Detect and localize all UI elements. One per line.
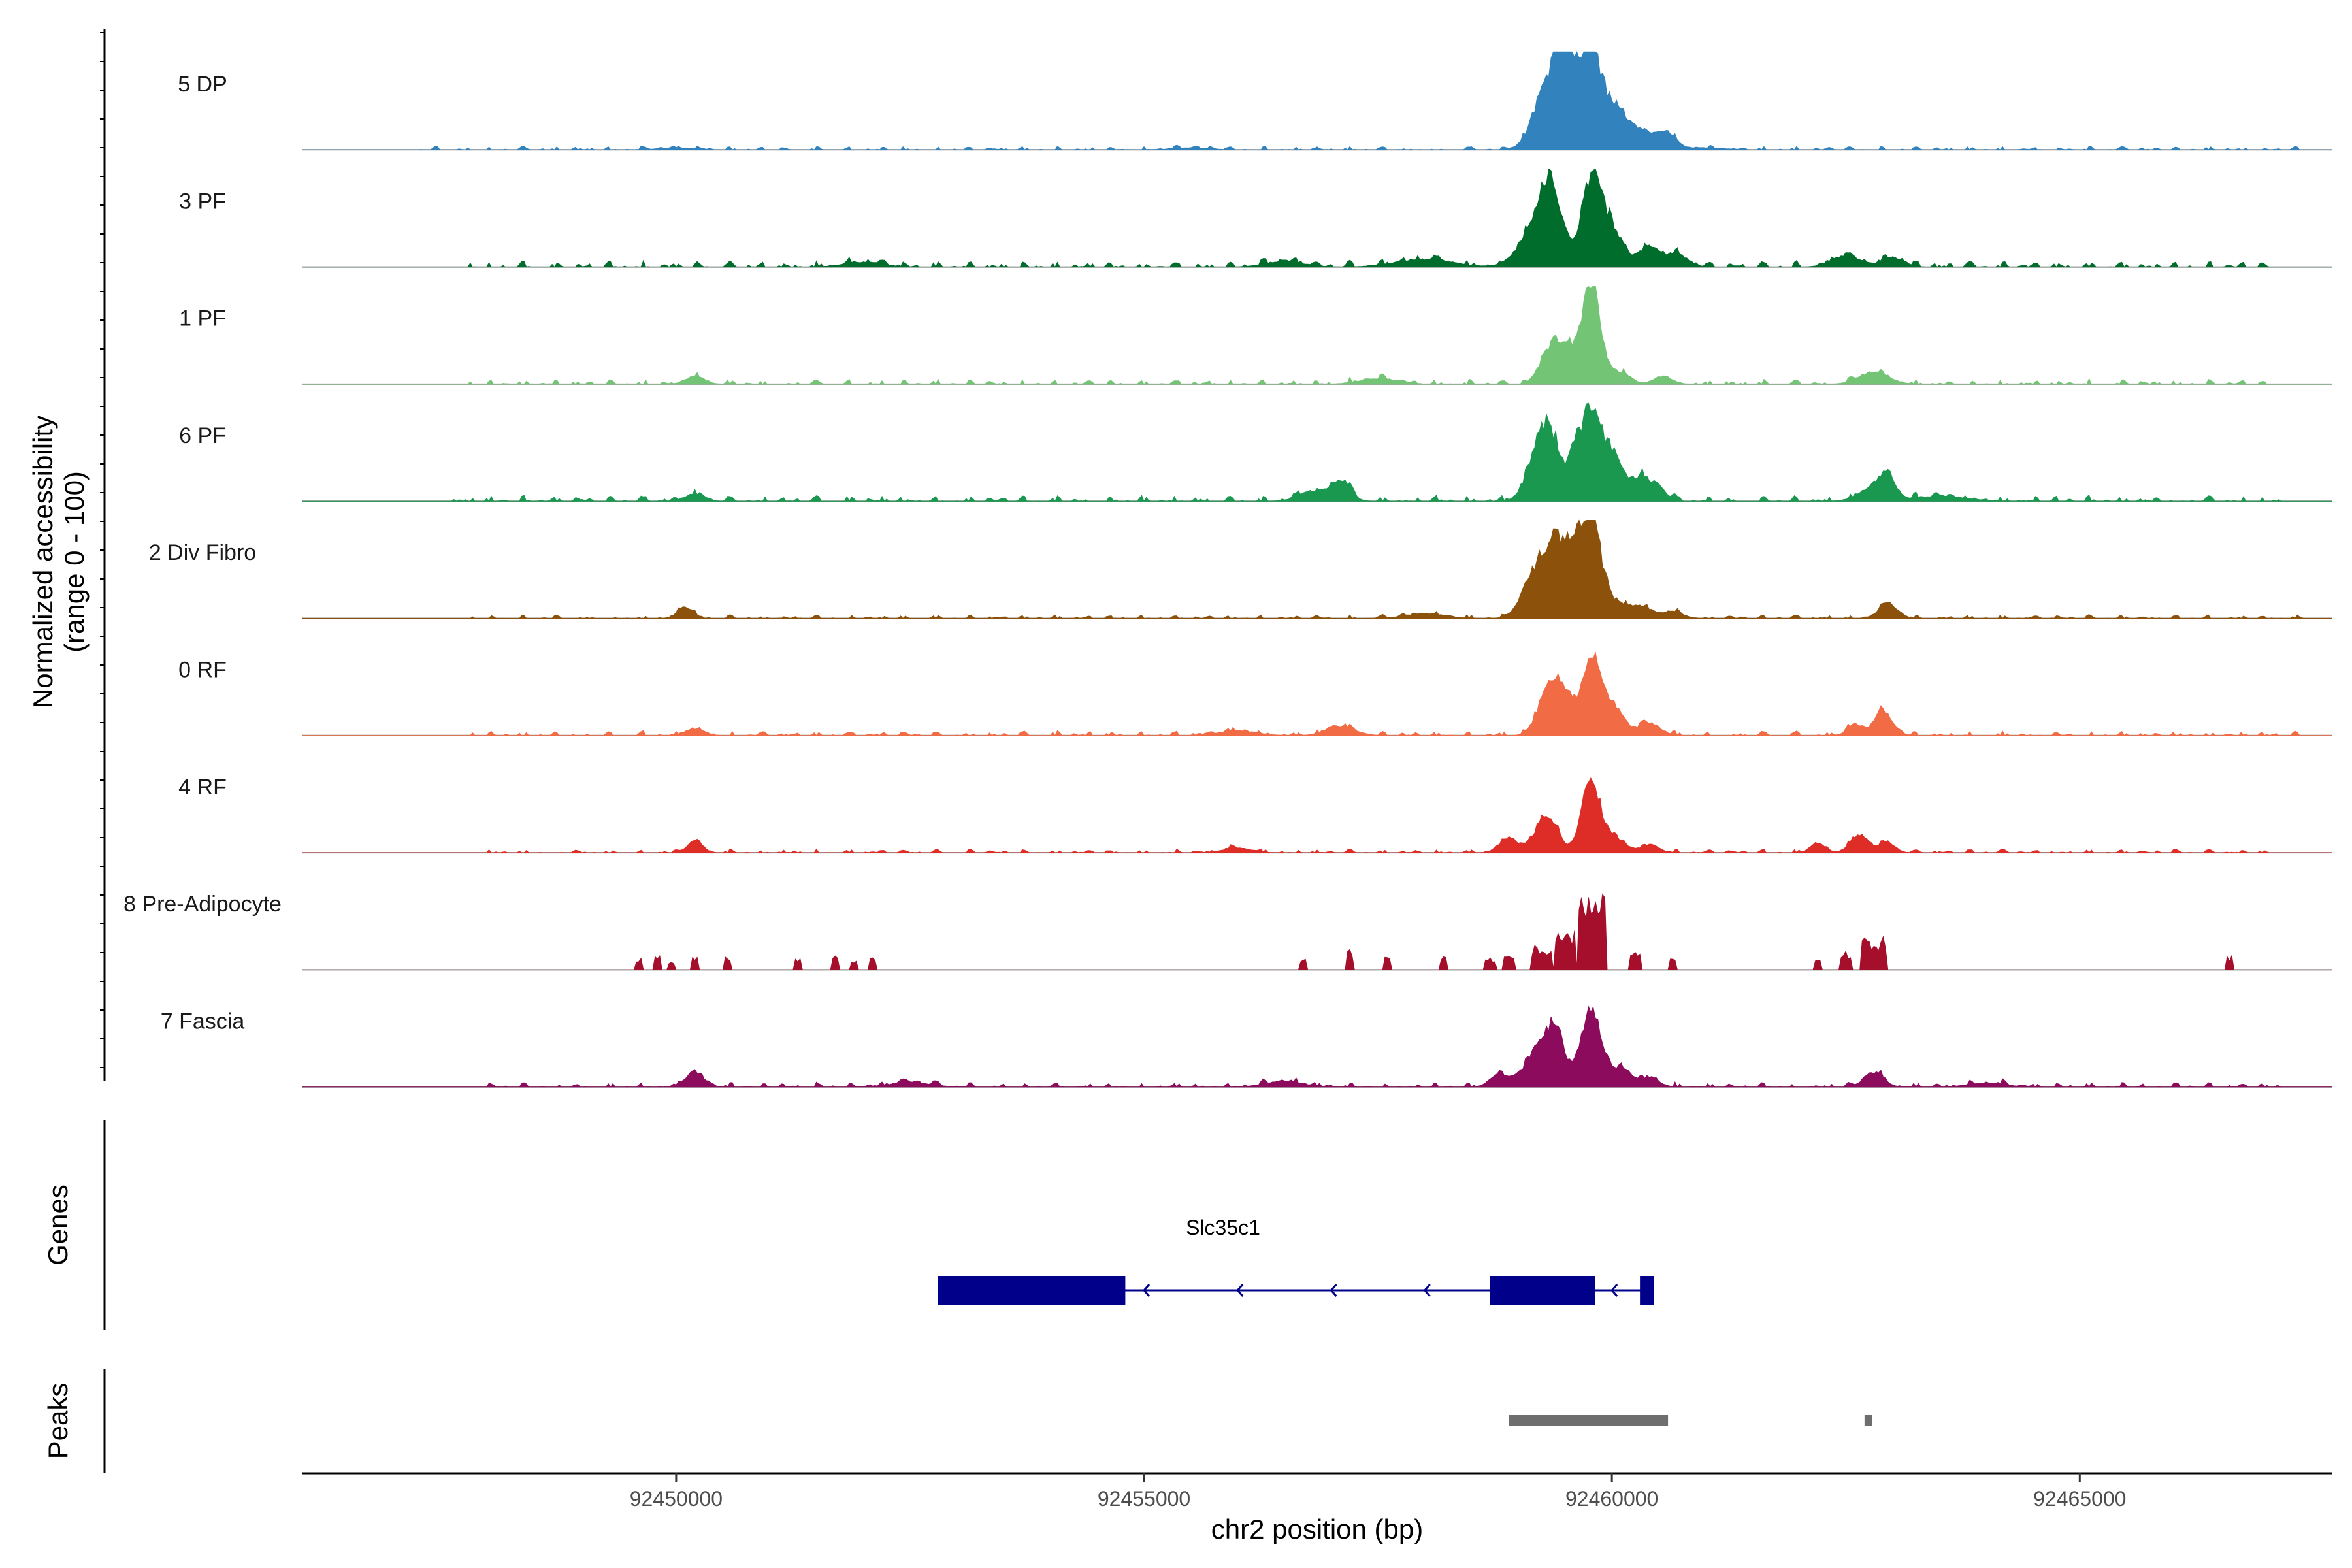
- coverage-area: [302, 651, 2332, 736]
- coverage-y-axis-ticks: [100, 32, 105, 1068]
- track-2-div-fibro: 2 Div Fibro: [149, 519, 2332, 619]
- gene-exon: [938, 1276, 1126, 1305]
- gene-exon: [1640, 1276, 1654, 1305]
- coverage-tracks: 5 DP 3 PF 1 PF 6 PF 2 Div Fibro 0 RF 4 RF 8 Pre…: [123, 51, 2332, 1088]
- gene-strand-arrow: [1610, 1284, 1618, 1297]
- x-tick-label: 92450000: [630, 1487, 723, 1511]
- peak-region: [1864, 1415, 1872, 1426]
- peaks-panel-title: Peaks: [42, 1383, 73, 1460]
- track-label: 1 PF: [179, 306, 226, 331]
- track-label: 7 Fascia: [161, 1009, 245, 1034]
- track-4-rf: 4 RF: [178, 775, 2332, 854]
- track-label: 4 RF: [178, 775, 227, 800]
- track-label: 3 PF: [179, 189, 226, 214]
- y-axis-title-group: Normalized accessibility (range 0 - 100): [27, 416, 90, 708]
- track-label: 0 RF: [178, 658, 227, 683]
- y-axis-title-line1: Normalized accessibility: [27, 416, 58, 708]
- gene-name-label: Slc35c1: [1186, 1216, 1260, 1239]
- x-tick-label: 92455000: [1098, 1487, 1190, 1511]
- track-6-pf: 6 PF: [179, 402, 2332, 502]
- x-tick-label: 92465000: [2033, 1487, 2126, 1511]
- track-label: 6 PF: [179, 423, 226, 448]
- coverage-area: [302, 519, 2332, 619]
- x-axis-ticks: 92450000 92455000 92460000 92465000: [630, 1473, 2126, 1511]
- gene-exon: [1490, 1276, 1595, 1305]
- coverage-area: [302, 893, 2332, 970]
- coverage-area: [302, 168, 2332, 268]
- track-7-fascia: 7 Fascia: [161, 1005, 2332, 1088]
- y-axis-title-line2: (range 0 - 100): [59, 471, 90, 653]
- coverage-area: [302, 51, 2332, 151]
- gene-strand-arrow: [1236, 1284, 1244, 1297]
- coverage-area: [302, 777, 2332, 853]
- coverage-area: [302, 1005, 2332, 1088]
- gene-strand-arrow: [1143, 1284, 1151, 1297]
- peak-regions: [1509, 1415, 1872, 1426]
- track-label: 5 DP: [178, 72, 227, 97]
- track-label: 2 Div Fibro: [149, 540, 256, 565]
- coverage-area: [302, 402, 2332, 502]
- track-0-rf: 0 RF: [178, 651, 2332, 736]
- coverage-area: [302, 286, 2332, 385]
- gene-strand-arrow: [1423, 1284, 1431, 1297]
- track-5-dp: 5 DP: [178, 51, 2332, 151]
- peak-region: [1509, 1415, 1669, 1426]
- track-3-pf: 3 PF: [179, 168, 2332, 268]
- track-label: 8 Pre-Adipocyte: [123, 892, 282, 917]
- x-axis-title: chr2 position (bp): [1211, 1514, 1424, 1544]
- genes-panel-title: Genes: [42, 1184, 73, 1266]
- gene-model: Slc35c1: [938, 1216, 1654, 1305]
- gene-strand-arrow: [1330, 1284, 1337, 1297]
- track-8-pre-adipocyte: 8 Pre-Adipocyte: [123, 892, 2332, 971]
- track-1-pf: 1 PF: [179, 286, 2332, 385]
- x-tick-label: 92460000: [1565, 1487, 1658, 1511]
